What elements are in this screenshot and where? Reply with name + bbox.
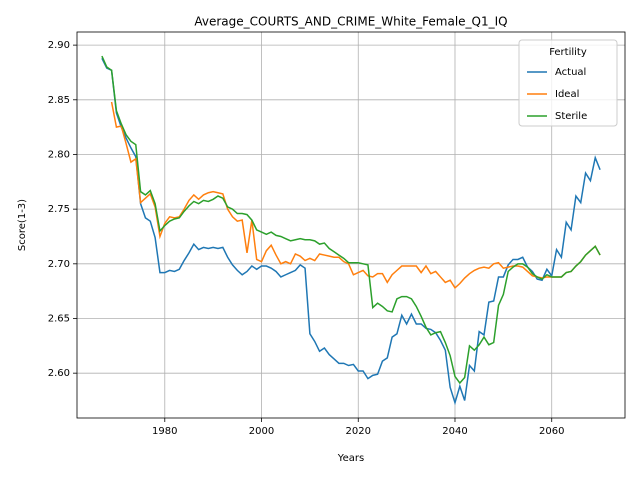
- y-tick-label: 2.60: [48, 368, 70, 379]
- y-tick-label: 2.80: [48, 149, 70, 160]
- x-tick-label: 2000: [249, 426, 274, 437]
- legend-label: Ideal: [555, 89, 579, 100]
- x-tick-label: 2060: [539, 426, 564, 437]
- x-tick-label: 2020: [346, 426, 371, 437]
- legend-box: [518, 39, 618, 127]
- line-series: [101, 55, 601, 385]
- y-tick-label: 2.65: [48, 313, 70, 324]
- x-tick-label: 1980: [152, 426, 177, 437]
- legend-label: Sterile: [555, 111, 587, 122]
- y-tick-label: 2.75: [48, 204, 70, 215]
- y-tick-label: 2.90: [48, 40, 70, 51]
- legend-title: Fertility: [549, 47, 587, 58]
- y-tick-label: 2.70: [48, 259, 70, 270]
- plot-frame: [76, 31, 626, 419]
- line-series: [101, 57, 601, 406]
- line-series: [110, 101, 601, 290]
- x-axis-label: Years: [337, 453, 364, 464]
- x-tick-label: 2040: [442, 426, 467, 437]
- y-tick-label: 2.85: [48, 95, 70, 106]
- chart-title: Average_COURTS_AND_CRIME_White_Female_Q1…: [194, 15, 507, 29]
- y-axis-label: Score(1-3): [17, 199, 28, 251]
- legend-label: Actual: [555, 67, 586, 78]
